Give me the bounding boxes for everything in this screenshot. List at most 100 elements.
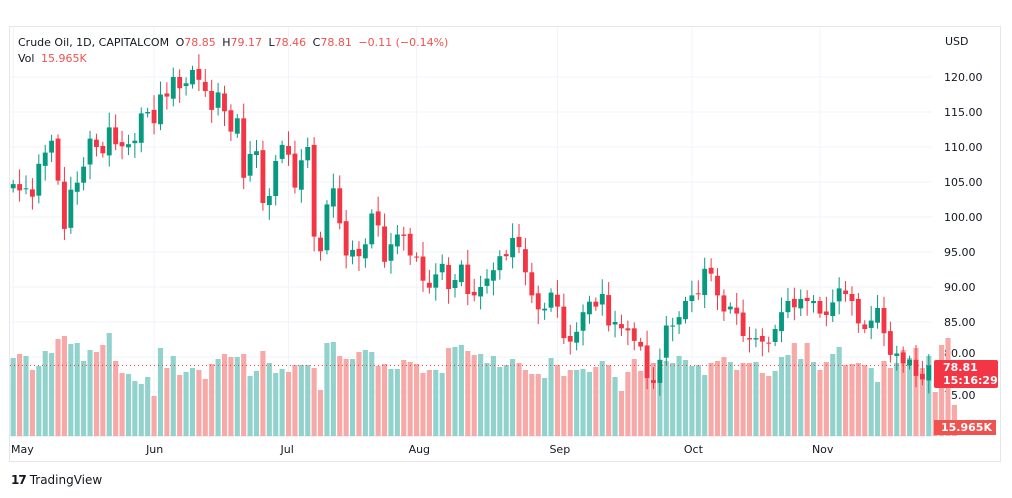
candle-body — [497, 256, 503, 271]
candle-body — [94, 139, 99, 147]
volume-bar — [164, 368, 170, 436]
volume-bar — [401, 360, 407, 436]
volume-bar — [490, 356, 496, 436]
y-tick-label: 115.00 — [944, 106, 983, 119]
volume-bar — [586, 372, 593, 436]
currency-label[interactable]: USD — [945, 35, 969, 48]
candle-body — [74, 182, 80, 192]
candle-body — [177, 77, 183, 89]
brand-name: TradingView — [29, 473, 103, 487]
volume-bar — [484, 363, 490, 436]
y-tick-label: 95.00 — [944, 246, 976, 259]
volume-bar — [202, 379, 208, 436]
candle-body — [100, 145, 106, 154]
candle-body — [254, 151, 259, 156]
volume-bar — [382, 364, 388, 436]
volume-bar — [721, 357, 727, 436]
volume-bar — [221, 354, 228, 436]
volume-bar — [183, 372, 189, 436]
volume-bar — [253, 371, 260, 436]
candle-body — [907, 359, 913, 366]
candle-body — [286, 145, 291, 155]
y-tick-label: 90.00 — [944, 281, 976, 294]
volume-bar — [446, 348, 452, 436]
candle-body — [663, 325, 669, 358]
volume-bar — [42, 351, 48, 436]
volume-bar — [561, 376, 567, 436]
candle-body — [561, 306, 567, 339]
volume-bar — [567, 370, 573, 436]
volume-bar — [49, 353, 55, 436]
volume-bar — [426, 370, 432, 436]
candle-body — [855, 298, 861, 324]
candle-body — [298, 160, 304, 190]
volume-bar — [388, 369, 394, 436]
candle-body — [106, 127, 112, 156]
candle-body — [522, 249, 528, 273]
volume-bar — [125, 374, 132, 436]
volume-bar — [682, 360, 689, 436]
volume-bar — [535, 374, 541, 436]
change-value: −0.11 (−0.14%) — [358, 36, 449, 49]
volume-row: Vol 15.965K — [18, 51, 448, 67]
volume-bar — [100, 345, 106, 436]
volume-bar — [638, 371, 644, 436]
candle-body — [318, 237, 323, 252]
candle-body — [420, 256, 426, 281]
volume-bar — [407, 362, 413, 436]
volume-bar — [849, 364, 855, 436]
volume-label[interactable]: Vol — [18, 52, 35, 65]
candle-body — [683, 301, 688, 320]
volume-bar — [804, 343, 810, 436]
volume-bar — [702, 375, 708, 436]
volume-bar — [875, 382, 881, 436]
candle-body — [753, 338, 759, 340]
volume-bar — [574, 370, 580, 436]
volume-bar — [529, 374, 535, 436]
candle-body — [196, 68, 202, 80]
volume-bar — [881, 361, 887, 436]
candle-body — [330, 188, 336, 207]
x-tick-label: Nov — [812, 443, 834, 456]
candle-body — [478, 287, 484, 297]
volume-bar — [907, 358, 913, 436]
candle-body — [439, 263, 445, 273]
volume-bar — [106, 333, 112, 436]
candle-body — [292, 153, 298, 188]
volume-bar — [919, 368, 925, 436]
volume-bar — [836, 347, 842, 436]
symbol-label[interactable]: Crude Oil, 1D, CAPITALCOM — [18, 36, 170, 49]
volume-bar — [548, 358, 554, 436]
candle-body — [228, 110, 234, 132]
volume-bar — [817, 370, 823, 436]
volume-bar — [650, 363, 657, 436]
tradingview-branding[interactable]: 𝟭𝟳 TradingView — [11, 473, 102, 487]
candle-body — [343, 221, 349, 256]
candle-body — [766, 342, 772, 344]
volume-bar — [93, 352, 99, 436]
candle-body — [651, 380, 656, 383]
volume-bar — [695, 365, 701, 436]
candle-body — [414, 256, 420, 258]
candle-body — [779, 312, 784, 332]
volume-bar — [618, 391, 625, 436]
volume-bar — [285, 372, 292, 436]
x-tick-label: Jul — [280, 443, 294, 456]
volume-bar — [926, 356, 932, 436]
candle-body — [190, 70, 195, 85]
candle-body — [619, 324, 624, 329]
candle-body — [830, 302, 836, 317]
candle-body — [734, 307, 740, 314]
volume-bar — [317, 390, 324, 436]
volume-bar — [113, 361, 119, 436]
volume-bar — [542, 378, 548, 436]
volume-bar — [830, 354, 836, 436]
volume-bar — [356, 352, 362, 436]
volume-value: 15.965K — [40, 52, 87, 65]
candle-body — [68, 189, 74, 228]
volume-bar — [746, 363, 753, 436]
y-tick-label: 80.00 — [944, 347, 976, 360]
candle-body — [126, 144, 131, 148]
candle-body — [61, 181, 67, 229]
